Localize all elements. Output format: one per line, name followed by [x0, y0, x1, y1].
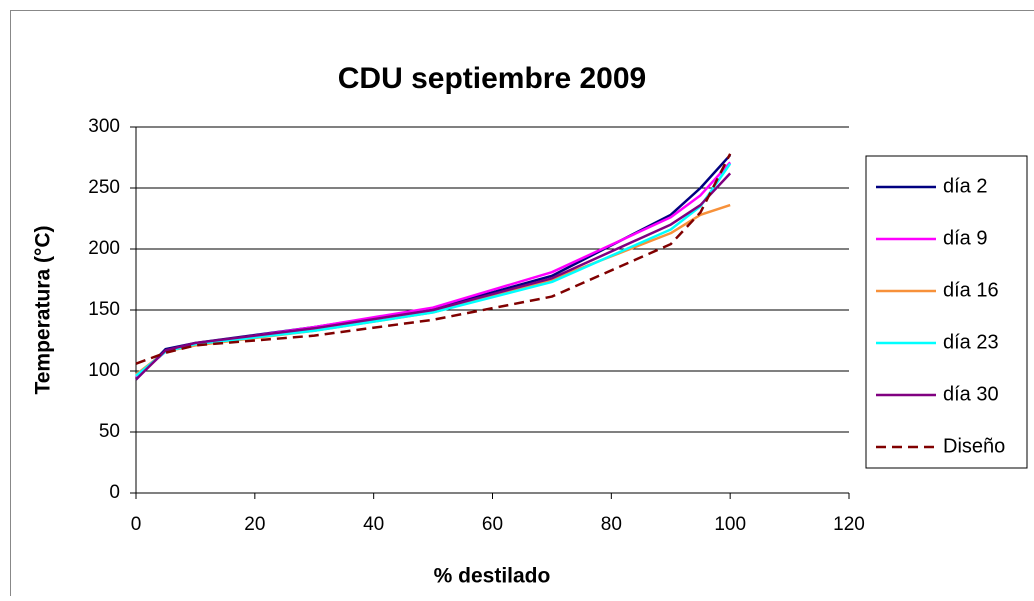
y-tick-label: 150 [88, 299, 120, 320]
y-tick-label: 50 [99, 421, 120, 442]
legend-label: día 16 [943, 279, 999, 301]
y-tick-label: 300 [88, 116, 120, 137]
x-tick-label: 20 [244, 514, 265, 535]
x-tick-label: 60 [482, 514, 503, 535]
chart-title: CDU septiembre 2009 [338, 62, 646, 95]
legend-label: Diseño [943, 435, 1005, 457]
legend-label: día 2 [943, 175, 987, 197]
y-tick-label: 200 [88, 238, 120, 259]
x-tick-label: 80 [601, 514, 622, 535]
x-axis-label: % destilado [434, 565, 551, 588]
y-tick-label: 100 [88, 360, 120, 381]
legend-label: día 30 [943, 383, 999, 405]
y-axis-label: Temperatura (°C) [32, 225, 55, 394]
x-tick-label: 0 [131, 514, 142, 535]
legend-box [866, 156, 1027, 468]
legend-label: día 23 [943, 331, 999, 353]
x-tick-label: 100 [714, 514, 746, 535]
legend-label: día 9 [943, 227, 987, 249]
y-tick-label: 0 [109, 482, 120, 503]
x-tick-label: 40 [363, 514, 384, 535]
y-tick-label: 250 [88, 177, 120, 198]
x-tick-label: 120 [833, 514, 865, 535]
